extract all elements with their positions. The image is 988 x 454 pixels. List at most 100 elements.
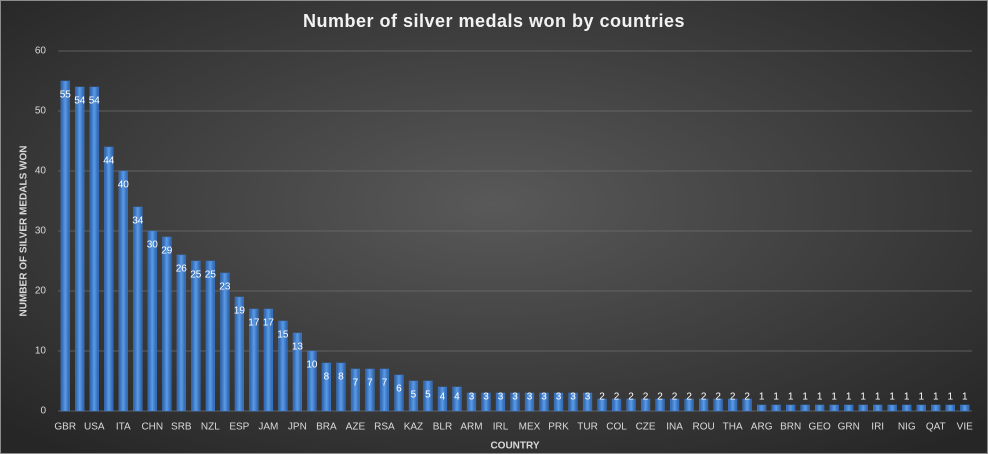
x-tick-label: JAM [258,422,278,433]
x-tick-label: MEX [519,422,541,433]
bar [292,332,302,412]
value-label: 2 [614,392,620,403]
bar [336,362,346,412]
value-label: 4 [454,392,460,403]
value-label: 1 [933,392,939,403]
value-label: 2 [672,392,678,403]
x-tick-label: ESP [229,422,249,433]
value-label: 10 [306,360,318,371]
bar [263,308,273,412]
value-label: 2 [715,392,721,403]
x-tick-label: CZE [636,422,656,433]
bar [147,230,157,412]
bar [611,398,622,412]
value-label: 15 [277,330,289,341]
bar [655,398,665,412]
value-label: 3 [541,392,547,403]
value-label: 7 [367,378,373,389]
bar [249,308,259,412]
y-axis-title: NUMBER OF SILVER MEDALS WON [19,146,30,317]
x-tick-label: INA [666,422,683,433]
value-label: 4 [440,392,446,403]
value-label: 1 [817,392,823,403]
value-label: 6 [396,384,402,395]
bar [466,392,477,412]
x-axis-title: COUNTRY [490,441,539,452]
x-tick-label: GEO [809,422,831,433]
value-label: 7 [382,378,388,389]
x-tick-label: JPN [288,422,307,433]
value-label: 1 [773,392,779,403]
bar [728,398,738,412]
chart-title: Number of silver medals won by countries [303,11,685,31]
value-label: 3 [483,392,489,403]
x-tick-label: BRA [316,422,337,433]
bar [713,398,723,412]
value-label: 1 [889,392,895,403]
bar [89,86,99,412]
value-label: 54 [74,96,86,107]
value-label: 3 [556,392,562,403]
y-tick-label: 30 [35,226,47,237]
value-label: 1 [860,392,866,403]
bar [220,272,230,412]
value-label: 1 [846,392,852,403]
bar [916,404,926,412]
bar [742,398,752,412]
bar [452,386,462,412]
value-label: 25 [190,270,202,281]
y-tick-label: 50 [35,106,47,117]
value-label: 7 [353,378,359,389]
bar [191,260,201,412]
value-label: 30 [147,240,159,251]
x-tick-label: RSA [374,422,395,433]
value-label: 54 [89,96,101,107]
y-tick-label: 0 [40,406,46,417]
x-tick-label: NIG [898,422,916,433]
value-label: 5 [411,390,417,401]
bar [307,350,317,412]
x-tick-label: QAT [926,422,946,433]
bar [75,86,85,412]
value-label: 2 [599,392,605,403]
x-tick-label: USA [84,422,105,433]
value-label: 3 [570,392,576,403]
value-label: 40 [118,180,130,191]
bar [437,386,448,412]
bar [800,404,810,412]
value-label: 2 [701,392,707,403]
bar [423,380,433,412]
x-tick-label: THA [723,422,743,433]
x-tick-label: ARM [460,422,482,433]
value-label: 3 [512,392,518,403]
bar [945,404,955,412]
x-tick-label: GBR [54,422,76,433]
x-tick-label: TUR [577,422,598,433]
bar [350,368,361,412]
x-tick-label: ITA [116,422,131,433]
bar [858,404,868,412]
bar [379,368,390,412]
value-label: 1 [947,392,953,403]
bar [133,206,143,412]
x-tick-label: BLR [433,422,452,433]
x-tick-label: AZE [346,422,366,433]
x-tick-label: NZL [201,422,220,433]
bar [495,392,506,412]
value-label: 1 [802,392,808,403]
bar [669,398,680,412]
value-label: 44 [103,156,115,167]
x-tick-label: SRB [171,422,192,433]
bar [176,254,186,412]
value-label: 29 [161,246,173,257]
bar [640,398,651,412]
x-tick-label: BRN [780,422,801,433]
value-label: 55 [60,90,72,101]
value-label: 23 [219,282,231,293]
value-label: 3 [498,392,504,403]
x-tick-label: ROU [692,422,714,433]
value-label: 1 [875,392,881,403]
bar [510,392,520,412]
bar [582,392,593,412]
